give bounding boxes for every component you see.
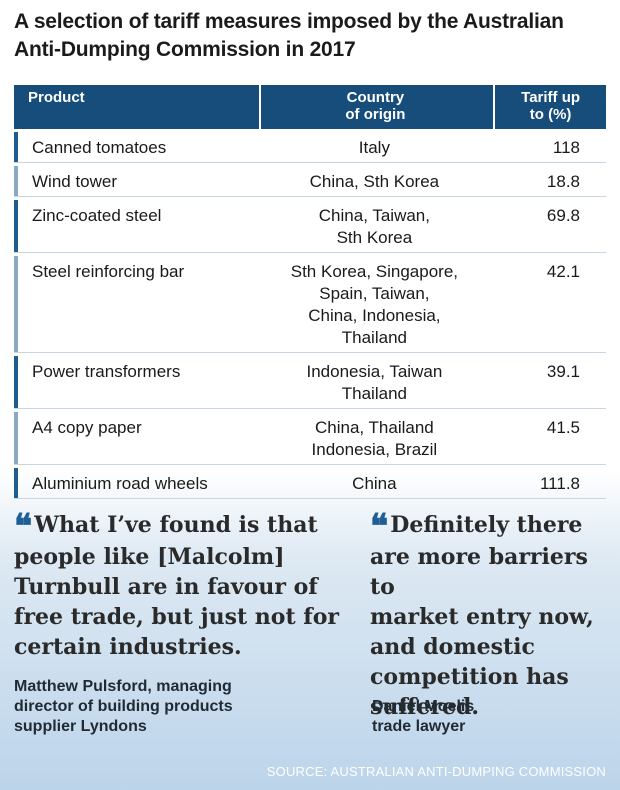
cell-country-line: China xyxy=(352,474,397,493)
header-country: Country of origin xyxy=(258,85,491,129)
table-header: Product Country of origin Tariff up to (… xyxy=(14,85,606,129)
cell-country-line: Sth Korea xyxy=(336,228,413,247)
table-row: A4 copy paper China, Thailand Indonesia, B… xyxy=(14,412,606,465)
cell-country: China, Thailand Indonesia, Brazil xyxy=(259,412,491,464)
attribution-line: Daniel Moelis xyxy=(372,698,475,715)
header-tariff-line1: Tariff up xyxy=(521,89,581,106)
cell-tariff: 111.8 xyxy=(539,474,581,493)
cell-product: Power transformers xyxy=(14,356,256,408)
cell-tariff: 18.8 xyxy=(546,172,581,191)
table-row: Power transformers Indonesia, Taiwan Thail… xyxy=(14,356,606,409)
cell-country-line: Indonesia, Taiwan xyxy=(306,362,443,381)
cell-country: China, Sth Korea xyxy=(259,166,491,196)
cell-country-line: China, Indonesia, xyxy=(308,306,441,325)
table-row: Steel reinforcing bar Sth Korea, Singapor… xyxy=(14,256,606,353)
cell-product: Steel reinforcing bar xyxy=(14,256,256,352)
cell-country-line: Spain, Taiwan, xyxy=(319,284,430,303)
quote-line: market entry now, xyxy=(370,604,594,630)
cell-product: Canned tomatoes xyxy=(14,132,256,162)
quote-line: and domestic xyxy=(370,634,535,660)
quote-pulsford: ❝ What I’ve found is that people like [Mal… xyxy=(14,510,339,662)
quote-line: ❝ Definitely there xyxy=(370,507,583,547)
cell-country: Indonesia, Taiwan Thailand xyxy=(259,356,491,408)
source-note: SOURCE: AUSTRALIAN ANTI-DUMPING COMMISSI… xyxy=(266,764,606,779)
quote-line: Turnbull are in favour of xyxy=(14,574,318,600)
quote-moelis: ❝ Definitely there are more barriers to mar… xyxy=(370,510,620,722)
cell-country-line: Sth Korea, Singapore, xyxy=(290,262,459,281)
quote-line: competition has xyxy=(370,664,569,690)
cell-country: Sth Korea, Singapore, Spain, Taiwan, China… xyxy=(259,256,491,352)
quote-mark-icon: ❝ xyxy=(14,507,32,547)
chart-title: A selection of tariff measures imposed b… xyxy=(14,10,564,61)
header-country-line1: Country xyxy=(346,89,405,106)
cell-country: China, Taiwan, Sth Korea xyxy=(259,200,491,252)
table-row: Zinc-coated steel China, Taiwan, Sth Korea… xyxy=(14,200,606,253)
attribution-line: supplier Lyndons xyxy=(14,718,147,735)
quote-line: suffered. xyxy=(370,694,480,720)
quote-line: certain industries. xyxy=(14,634,242,660)
cell-tariff: 118 xyxy=(552,138,581,157)
table-row: Canned tomatoes Italy 118 xyxy=(14,132,606,163)
cell-country-line: Italy xyxy=(358,138,390,157)
cell-product: Aluminium road wheels xyxy=(14,468,256,498)
cell-country-line: Thailand xyxy=(341,328,407,347)
quote-line: ❝ What I’ve found is that xyxy=(14,507,318,547)
quote-mark-icon: ❝ xyxy=(370,507,388,547)
header-country-line2: of origin xyxy=(345,106,406,123)
cell-product: Wind tower xyxy=(14,166,256,196)
cell-tariff: 39.1 xyxy=(546,362,581,381)
cell-country-line: China, Taiwan, xyxy=(318,206,430,225)
cell-country: China xyxy=(259,468,491,498)
attribution-line: trade lawyer xyxy=(372,718,466,735)
cell-product: Zinc-coated steel xyxy=(14,200,256,252)
cell-tariff: 42.1 xyxy=(546,262,581,281)
tariff-table: Product Country of origin Tariff up to (… xyxy=(14,85,606,499)
cell-country-line: Indonesia, Brazil xyxy=(311,440,438,459)
table-body: Canned tomatoes Italy 118 Wind tower China, … xyxy=(14,132,606,499)
cell-product: A4 copy paper xyxy=(14,412,256,464)
header-tariff-line2: to (%) xyxy=(529,106,572,123)
attribution-line: director of building products xyxy=(14,698,233,715)
attribution-pulsford: Matthew Pulsford, managing director of bu… xyxy=(14,677,233,737)
quote-line: people like [Malcolm] xyxy=(14,544,285,570)
cell-country-line: Thailand xyxy=(341,384,407,403)
cell-country-line: China, Sth Korea xyxy=(309,172,440,191)
cell-tariff: 41.5 xyxy=(546,418,581,437)
quote-line: are more barriers to xyxy=(370,544,588,600)
cell-country-line: China, Thailand xyxy=(314,418,434,437)
cell-country: Italy xyxy=(259,132,491,162)
header-tariff: Tariff up to (%) xyxy=(493,85,606,129)
quote-line: free trade, but just not for xyxy=(14,604,339,630)
attribution-moelis: Daniel Moelis trade lawyer xyxy=(372,697,474,737)
table-row: Wind tower China, Sth Korea 18.8 xyxy=(14,166,606,197)
cell-tariff: 69.8 xyxy=(546,206,581,225)
attribution-line: Matthew Pulsford, managing xyxy=(14,678,232,695)
header-product: Product xyxy=(28,89,85,106)
table-row: Aluminium road wheels China 111.8 xyxy=(14,468,606,499)
